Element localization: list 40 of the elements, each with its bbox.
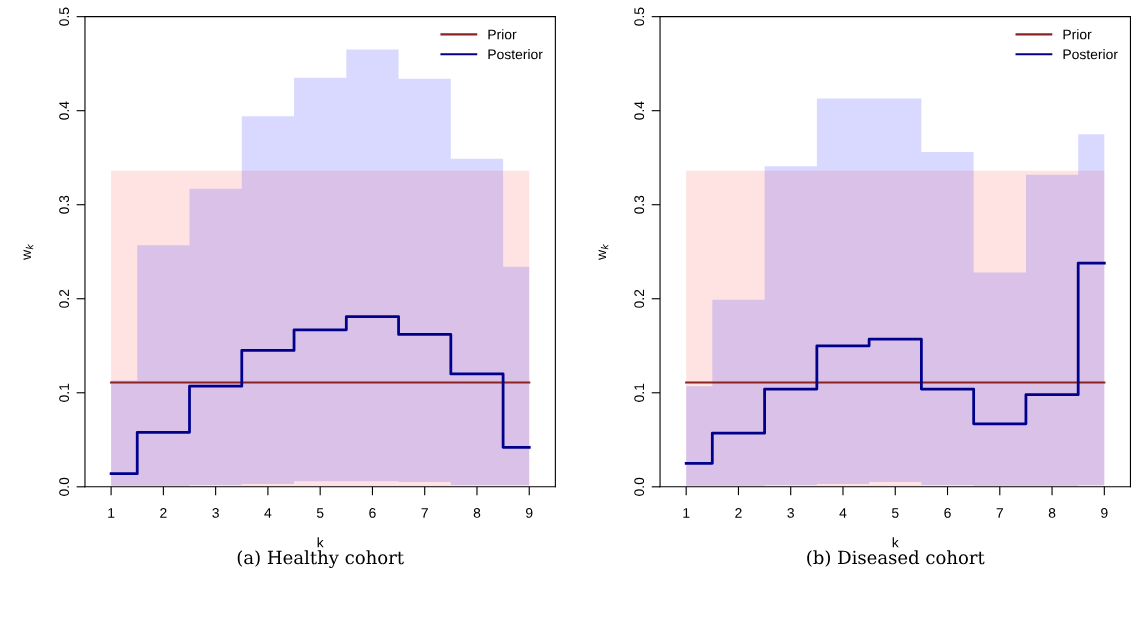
legend-label: Posterior bbox=[1063, 49, 1118, 60]
x-tick-label: 1 bbox=[108, 508, 115, 518]
y-tick-label: 0.5 bbox=[634, 7, 645, 26]
legend-label: Posterior bbox=[488, 49, 543, 60]
x-tick-label: 6 bbox=[369, 508, 376, 518]
y-tick-label: 0.0 bbox=[634, 477, 645, 496]
y-tick-label: 0.2 bbox=[634, 289, 645, 308]
y-axis-title: w$_{k}$ bbox=[598, 243, 609, 260]
y-tick-label: 0.4 bbox=[634, 101, 645, 120]
x-tick-label: 2 bbox=[160, 508, 167, 518]
x-tick-label: 9 bbox=[1101, 508, 1108, 518]
text: (a) Healthy cohort bbox=[237, 550, 404, 569]
x-tick-label: 5 bbox=[891, 508, 899, 518]
y-tick-label: 0.3 bbox=[634, 195, 645, 214]
x-tick-label: 3 bbox=[787, 508, 794, 518]
y-tick-label: 0.5 bbox=[59, 7, 70, 26]
x-tick-label: 9 bbox=[526, 508, 533, 518]
x-tick-label: 5 bbox=[316, 508, 324, 518]
x-tick-label: 4 bbox=[264, 508, 272, 518]
x-tick-label: 7 bbox=[421, 508, 428, 518]
y-tick-label: 0.2 bbox=[59, 289, 70, 308]
legend-label: Prior bbox=[1063, 29, 1092, 40]
x-tick-label: 8 bbox=[1048, 508, 1056, 518]
x-axis-title: k bbox=[892, 537, 899, 548]
x-tick-label: 4 bbox=[839, 508, 847, 518]
text: (b) Diseased cohort bbox=[807, 550, 985, 567]
x-tick-label: 3 bbox=[212, 508, 219, 518]
y-tick-label: 0.1 bbox=[634, 383, 645, 402]
x-tick-label: 7 bbox=[996, 508, 1003, 518]
x-axis-title: k bbox=[317, 537, 324, 548]
y-tick-label: 0.0 bbox=[59, 477, 70, 496]
x-tick-label: 6 bbox=[944, 508, 951, 518]
x-tick-label: 8 bbox=[473, 508, 481, 518]
x-tick-label: 1 bbox=[683, 508, 690, 518]
legend-label: Prior bbox=[488, 29, 517, 40]
y-tick-label: 0.3 bbox=[59, 195, 70, 214]
y-tick-label: 0.1 bbox=[59, 383, 70, 402]
y-tick-label: 0.4 bbox=[59, 101, 70, 120]
y-axis-title: w$_{k}$ bbox=[23, 243, 34, 260]
x-tick-label: 2 bbox=[735, 508, 742, 518]
